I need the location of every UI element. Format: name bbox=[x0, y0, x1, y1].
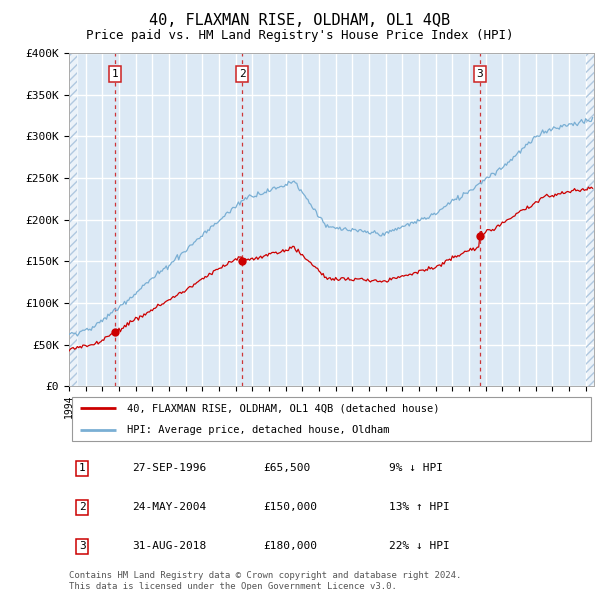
Text: 1: 1 bbox=[111, 69, 118, 79]
Text: 40, FLAXMAN RISE, OLDHAM, OL1 4QB: 40, FLAXMAN RISE, OLDHAM, OL1 4QB bbox=[149, 13, 451, 28]
Text: £150,000: £150,000 bbox=[263, 503, 317, 512]
Text: 2: 2 bbox=[239, 69, 245, 79]
Bar bbox=[69, 53, 77, 386]
Text: 3: 3 bbox=[476, 69, 484, 79]
Bar bbox=[586, 53, 594, 386]
Text: 24-MAY-2004: 24-MAY-2004 bbox=[132, 503, 206, 512]
Text: 1: 1 bbox=[79, 464, 86, 473]
Text: Price paid vs. HM Land Registry's House Price Index (HPI): Price paid vs. HM Land Registry's House … bbox=[86, 30, 514, 42]
Text: 13% ↑ HPI: 13% ↑ HPI bbox=[389, 503, 450, 512]
Bar bbox=[69, 53, 77, 386]
Text: Contains HM Land Registry data © Crown copyright and database right 2024.
This d: Contains HM Land Registry data © Crown c… bbox=[69, 571, 461, 590]
Text: 3: 3 bbox=[79, 542, 86, 551]
Text: 31-AUG-2018: 31-AUG-2018 bbox=[132, 542, 206, 551]
Text: HPI: Average price, detached house, Oldham: HPI: Average price, detached house, Oldh… bbox=[127, 425, 389, 435]
Text: 40, FLAXMAN RISE, OLDHAM, OL1 4QB (detached house): 40, FLAXMAN RISE, OLDHAM, OL1 4QB (detac… bbox=[127, 403, 439, 413]
Text: 27-SEP-1996: 27-SEP-1996 bbox=[132, 464, 206, 473]
Text: 2: 2 bbox=[79, 503, 86, 512]
Text: 9% ↓ HPI: 9% ↓ HPI bbox=[389, 464, 443, 473]
Text: £180,000: £180,000 bbox=[263, 542, 317, 551]
Text: £65,500: £65,500 bbox=[263, 464, 311, 473]
FancyBboxPatch shape bbox=[71, 397, 592, 441]
Text: 22% ↓ HPI: 22% ↓ HPI bbox=[389, 542, 450, 551]
Bar bbox=[586, 53, 594, 386]
